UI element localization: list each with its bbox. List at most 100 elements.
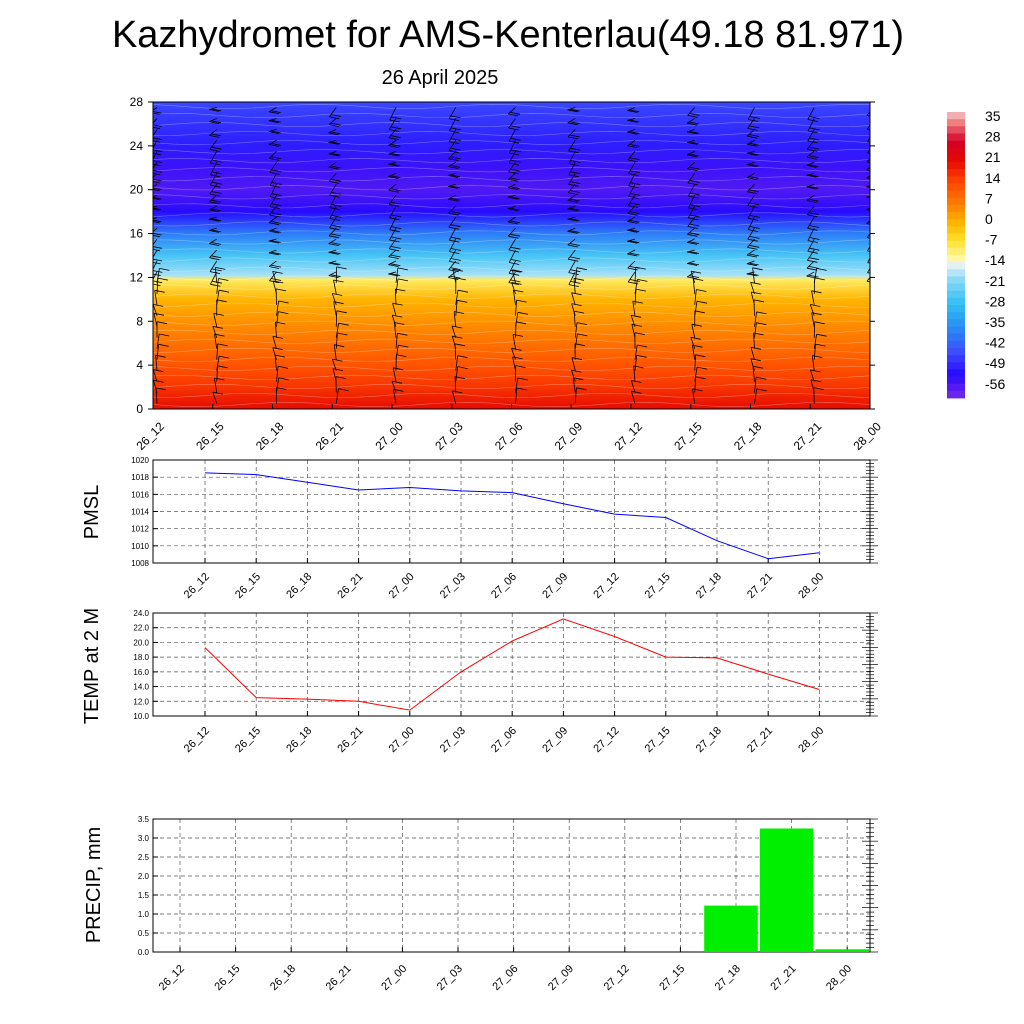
colorbar-label: -14 xyxy=(985,252,1005,268)
wind-barb xyxy=(634,332,645,349)
colorbar-swatch xyxy=(947,197,965,206)
wind-barb xyxy=(208,118,222,124)
wind-barb xyxy=(455,277,466,294)
barb-flag xyxy=(210,120,222,124)
wind-barb xyxy=(214,333,225,349)
wind-barb xyxy=(269,271,282,284)
wind-barb xyxy=(691,323,702,338)
wind-barb xyxy=(567,107,580,113)
barb-flag xyxy=(688,251,700,254)
x-tick-label: 27_15 xyxy=(671,419,705,453)
barb-flag xyxy=(270,110,281,113)
barb-flag xyxy=(747,135,758,139)
barb-flag xyxy=(457,355,468,359)
x-tick-label: 27_00 xyxy=(387,725,417,755)
barb-staff xyxy=(567,238,576,246)
barb-flag xyxy=(159,268,170,271)
barb-staff xyxy=(214,377,218,393)
barb-flag xyxy=(866,280,870,283)
x-tick-label: 27_12 xyxy=(591,725,621,755)
barb-staff xyxy=(269,271,277,281)
x-tick-label: 26_18 xyxy=(284,725,314,755)
barb-flag xyxy=(517,377,528,381)
x-tick-label: 27_09 xyxy=(546,963,576,993)
barb-staff xyxy=(686,139,695,143)
barb-flag xyxy=(391,226,402,229)
y-tick-label: 0.0 xyxy=(138,948,150,957)
isoline xyxy=(153,338,870,344)
wind-barb xyxy=(813,343,826,360)
wind-barb xyxy=(752,365,764,382)
barb-flag xyxy=(567,244,578,248)
barb-flag xyxy=(689,121,700,125)
barb-flag xyxy=(866,186,870,188)
barb-flag xyxy=(570,181,581,184)
barb-staff xyxy=(686,129,695,133)
wind-barb xyxy=(810,369,821,382)
barb-flag xyxy=(389,119,400,123)
barb-staff xyxy=(449,118,457,132)
barb-staff xyxy=(807,227,815,241)
colorbar-label: 14 xyxy=(985,170,1001,186)
x-tick-label: 27_09 xyxy=(552,419,586,453)
barb-flag xyxy=(209,109,220,112)
wind-barb xyxy=(571,357,583,371)
colorbar-swatch xyxy=(947,390,965,399)
barb-flag xyxy=(508,171,519,175)
panel-frame xyxy=(152,612,871,717)
barb-staff xyxy=(216,278,219,294)
temp-line xyxy=(204,618,820,711)
barb-staff xyxy=(388,194,397,205)
barb-flag xyxy=(157,277,168,281)
wind-barb xyxy=(872,334,882,349)
barb-staff xyxy=(866,111,870,116)
wind-barb xyxy=(694,300,708,316)
barb-flag xyxy=(867,237,870,239)
wind-barb xyxy=(508,238,521,253)
x-tick-label: 26_21 xyxy=(335,725,365,755)
barb-flag xyxy=(569,121,580,125)
wind-barb xyxy=(747,205,760,221)
barb-flag xyxy=(696,300,708,304)
y-tick-label: 1016 xyxy=(131,490,149,499)
barb-flag xyxy=(390,263,401,267)
wind-barb xyxy=(455,299,468,316)
wind-barb xyxy=(448,129,461,144)
wind-barb xyxy=(448,140,461,154)
wind-barb xyxy=(209,151,222,166)
wind-barb xyxy=(692,388,703,404)
barb-staff xyxy=(691,324,696,338)
barb-flag xyxy=(448,186,459,189)
barb-flag xyxy=(570,147,581,151)
wind-barb xyxy=(686,150,700,158)
wind-barb xyxy=(568,173,581,187)
barb-flag xyxy=(507,208,518,212)
wind-barb xyxy=(328,173,341,184)
barb-flag xyxy=(391,380,403,384)
isoline xyxy=(153,320,870,326)
barb-flag xyxy=(268,266,280,269)
barb-staff xyxy=(631,391,636,404)
barb-staff xyxy=(813,334,817,349)
barb-flag xyxy=(746,263,757,267)
barb-flag xyxy=(630,193,641,196)
wind-barb xyxy=(871,379,881,393)
y-tick-label: 4 xyxy=(136,358,143,372)
barb-flag xyxy=(332,358,343,362)
wind-barb xyxy=(156,333,170,349)
barb-flag xyxy=(268,222,280,226)
wind-barb xyxy=(448,205,461,216)
wind-barb xyxy=(627,194,640,208)
barb-flag xyxy=(687,242,698,245)
barb-staff xyxy=(153,140,158,150)
wind-barb xyxy=(686,139,700,145)
barb-flag xyxy=(153,149,163,153)
barb-staff xyxy=(268,216,277,224)
barb-flag xyxy=(450,236,461,240)
barb-staff xyxy=(448,151,457,159)
wind-barb xyxy=(746,129,760,139)
isoline xyxy=(153,374,870,380)
wind-barb xyxy=(393,322,405,338)
barb-staff xyxy=(567,129,576,138)
barb-staff xyxy=(874,344,875,360)
